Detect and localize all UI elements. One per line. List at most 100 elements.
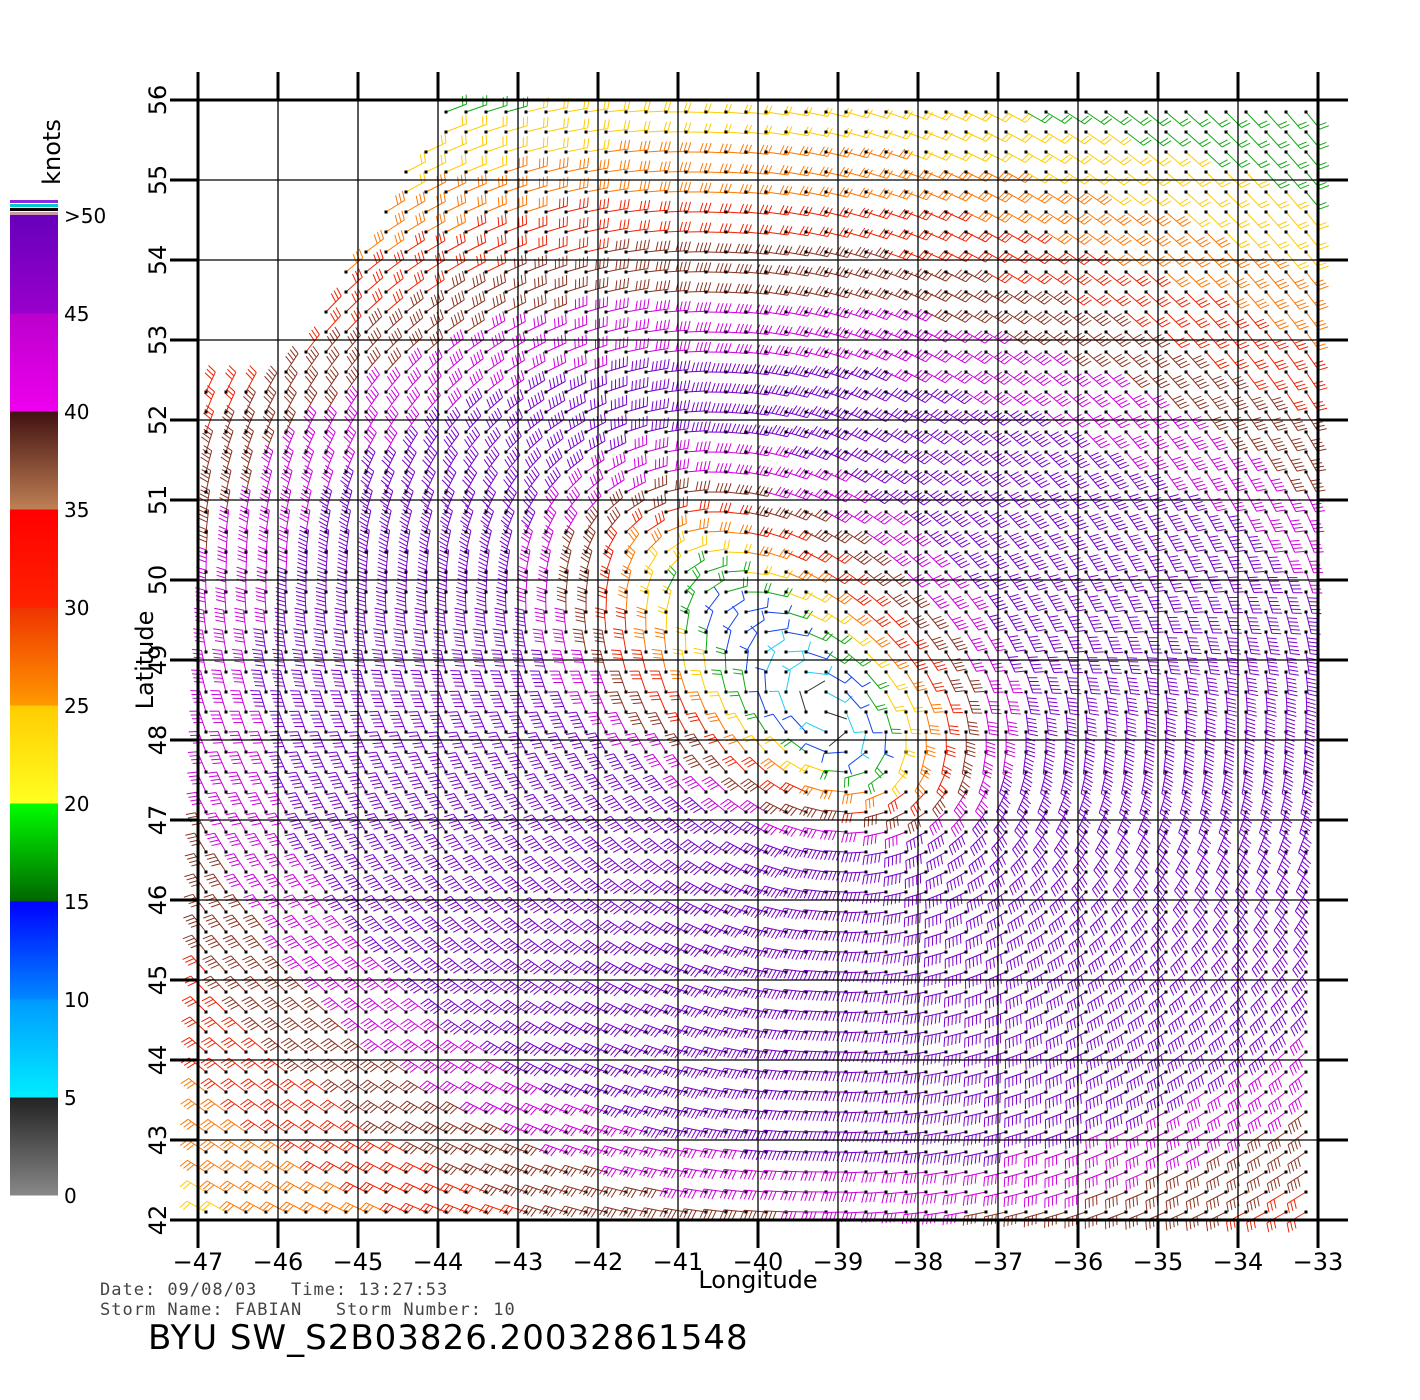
wind-barb: [759, 864, 788, 879]
wind-barb: [1044, 630, 1065, 653]
wind-barb: [521, 505, 536, 534]
wind-barb: [1153, 870, 1170, 899]
wind-barb: [544, 294, 567, 314]
wind-barb: [679, 839, 708, 855]
wind-barb: [388, 710, 408, 734]
wind-barb: [944, 950, 968, 969]
wind-barb: [799, 690, 808, 714]
wind-barb: [1240, 790, 1253, 819]
wind-barb: [271, 669, 288, 694]
wind-barb: [304, 385, 318, 414]
wind-barb: [439, 1080, 468, 1094]
wind-barb: [1244, 550, 1265, 573]
wind-barb: [764, 384, 793, 397]
wind-barb: [569, 670, 588, 694]
wind-barb: [1226, 1190, 1248, 1212]
wind-barb: [1064, 630, 1085, 653]
wind-barb: [343, 874, 368, 894]
wind-barb: [624, 472, 647, 494]
wind-barb: [1304, 270, 1329, 290]
wind-barb: [199, 1180, 228, 1194]
wind-barb: [804, 186, 833, 197]
wind-barb: [1044, 170, 1073, 184]
wind-barb: [364, 268, 384, 294]
wind-barb: [700, 818, 728, 835]
wind-barb: [1044, 670, 1062, 694]
wind-barb: [262, 914, 288, 934]
wind-barb: [1085, 1090, 1108, 1111]
wind-barb: [1244, 530, 1265, 553]
wind-barb: [206, 791, 228, 814]
wind-barb: [1105, 1150, 1128, 1171]
wind-barb: [864, 148, 893, 159]
wind-barb: [609, 670, 628, 694]
wind-barb: [479, 999, 508, 1015]
wind-barb: [639, 900, 668, 916]
wind-barb: [1293, 910, 1310, 939]
wind-barb: [944, 650, 967, 672]
wind-barb: [444, 212, 467, 234]
wind-barb: [504, 253, 527, 274]
wind-barb: [200, 1098, 228, 1114]
wind-barb: [763, 713, 788, 734]
colorbar-label: 5: [64, 1086, 77, 1110]
wind-barb: [947, 850, 968, 874]
wind-barb: [1224, 450, 1248, 471]
wind-barb: [739, 842, 768, 857]
wind-barb: [406, 751, 428, 774]
wind-barb: [439, 1039, 468, 1054]
wind-barb: [1165, 1190, 1188, 1211]
wind-barb: [784, 305, 813, 317]
wind-barb: [983, 1130, 1008, 1148]
wind-barb: [384, 813, 408, 834]
wind-barb: [925, 870, 948, 891]
wind-barb: [390, 669, 408, 694]
wind-barb: [1284, 530, 1305, 553]
wind-barb: [547, 711, 568, 734]
wind-barb: [527, 711, 548, 734]
wind-barb: [584, 296, 609, 314]
wind-barb: [1126, 1050, 1148, 1073]
wind-barb: [404, 191, 426, 214]
wind-barb: [381, 445, 397, 474]
wind-barb: [1024, 1070, 1048, 1090]
wind-barb: [1264, 490, 1286, 512]
wind-barb: [313, 628, 328, 654]
wind-barb: [1244, 510, 1266, 533]
wind-barb: [619, 961, 648, 977]
wind-barb: [303, 874, 328, 894]
wind-barb: [489, 670, 508, 694]
wind-barb: [690, 669, 708, 694]
wind-barb: [363, 853, 388, 874]
wind-barb: [219, 1201, 248, 1214]
wind-barb: [424, 792, 448, 814]
wind-barb: [967, 870, 988, 894]
wind-barb: [1204, 590, 1224, 614]
wind-barb: [359, 1161, 388, 1174]
wind-barb: [1279, 810, 1293, 839]
wind-barb: [965, 910, 988, 932]
wind-barb: [358, 525, 370, 554]
wind-barb: [1044, 250, 1073, 265]
wind-barb: [884, 208, 913, 220]
wind-barb: [564, 315, 588, 334]
wind-barb: [1106, 1030, 1128, 1053]
wind-barb: [463, 445, 479, 474]
wind-barb: [1024, 170, 1053, 184]
wind-barb: [924, 930, 948, 949]
wind-barb: [1166, 1090, 1188, 1113]
wind-barb: [944, 690, 963, 714]
wind-barb: [460, 999, 488, 1015]
wind-barb: [604, 753, 628, 774]
wind-barb: [459, 1019, 488, 1036]
wind-barb: [484, 272, 507, 294]
wind-barb: [464, 271, 486, 294]
wind-barb: [301, 996, 328, 1014]
wind-barb: [1244, 470, 1267, 492]
wind-barb: [1026, 950, 1048, 973]
wind-barb: [310, 669, 328, 694]
wind-barb: [287, 751, 308, 774]
wind-barb: [279, 1140, 308, 1154]
wind-barb: [1294, 890, 1310, 919]
wind-barb: [485, 772, 508, 794]
